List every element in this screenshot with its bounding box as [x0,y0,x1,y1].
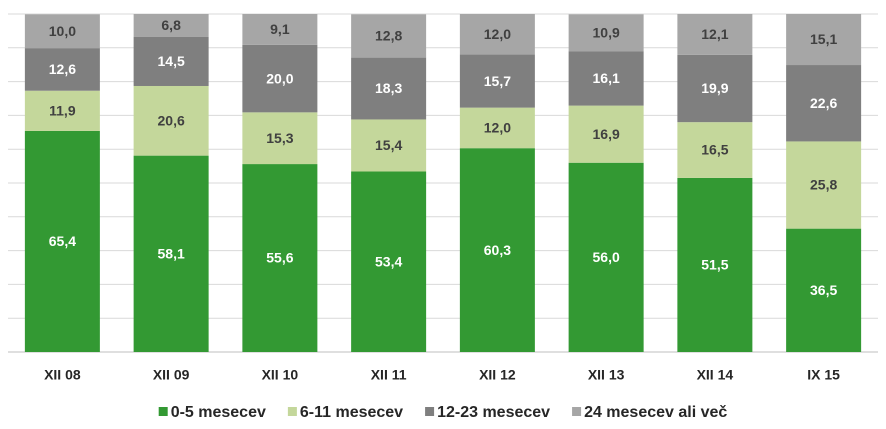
value-label: 14,5 [158,53,185,69]
value-label: 12,1 [701,26,728,42]
bar-segment [351,57,427,120]
legend-label: 24 mesecev ali več [584,404,727,421]
value-label: 18,3 [375,80,402,96]
value-label: 10,9 [593,24,620,40]
legend-label: 6-11 mesecev [300,404,403,421]
value-label: 15,3 [266,130,293,146]
bar-segment [133,155,209,352]
value-label: 12,0 [484,26,511,42]
bar-segment [786,14,862,66]
value-label: 51,5 [701,257,728,273]
bar-segment [568,105,644,163]
value-label: 20,6 [158,113,185,129]
bar-segment [786,141,862,229]
x-tick-label: XII 13 [588,367,625,383]
bar-segment [459,54,535,108]
value-label: 55,6 [266,250,293,266]
value-label: 36,5 [810,282,837,298]
bar-segment [786,65,862,142]
bar-segment [568,162,644,352]
value-label: 22,6 [810,95,837,111]
bar-segment [677,54,753,123]
x-tick-label: XII 14 [697,367,734,383]
value-label: 19,9 [701,80,728,96]
legend-swatch [572,407,582,416]
value-label: 58,1 [158,246,185,262]
bar-segment [242,44,318,113]
x-tick-label: XII 12 [479,367,516,383]
value-label: 10,0 [49,23,76,39]
bar-segment [677,177,753,352]
value-label: 53,4 [375,253,402,269]
bar-segment [568,14,644,52]
value-label: 6,8 [161,17,181,33]
value-label: 60,3 [484,242,511,258]
legend-swatch [287,407,297,416]
bar-segment [351,119,427,172]
legend-swatch [425,407,435,416]
value-label: 25,8 [810,177,837,193]
value-label: 9,1 [270,21,290,37]
bar-segment [459,148,535,352]
legend-label: 0-5 mesecev [171,404,266,421]
bar-segment [677,14,753,55]
value-label: 12,0 [484,120,511,136]
value-label: 15,4 [375,137,402,153]
value-label: 12,8 [375,28,402,44]
x-tick-label: XII 08 [44,367,81,383]
bar-segment [242,164,318,352]
bar-segment [133,85,209,156]
bar-segment [677,122,753,178]
x-tick-label: XII 09 [153,367,190,383]
bar-segment [24,48,100,91]
bar-segment [351,171,427,352]
x-tick-label: XII 10 [262,367,299,383]
bar-segment [459,107,535,149]
bar-segment [133,36,209,86]
value-label: 16,9 [593,126,620,142]
bar-segment [568,51,644,106]
bar-segment [24,130,100,352]
value-label: 15,7 [484,73,511,89]
bar-segment [133,14,209,37]
bar-segment [351,14,427,58]
value-label: 16,5 [701,142,728,158]
value-label: 11,9 [49,103,76,119]
bar-segment [242,112,318,165]
bar-segment [786,228,862,352]
legend-swatch [158,407,168,416]
value-label: 65,4 [49,233,76,249]
bar-segment [24,90,100,131]
value-label: 56,0 [593,249,620,265]
value-label: 20,0 [266,70,293,86]
bar-segment [24,14,100,49]
value-label: 15,1 [810,31,837,47]
x-tick-label: XII 11 [371,367,407,383]
bar-segment [459,14,535,55]
x-tick-label: IX 15 [807,367,840,383]
legend-label: 12-23 mesecev [437,404,550,421]
value-label: 12,6 [49,61,76,77]
value-label: 16,1 [593,70,620,86]
bar-segment [242,14,318,45]
